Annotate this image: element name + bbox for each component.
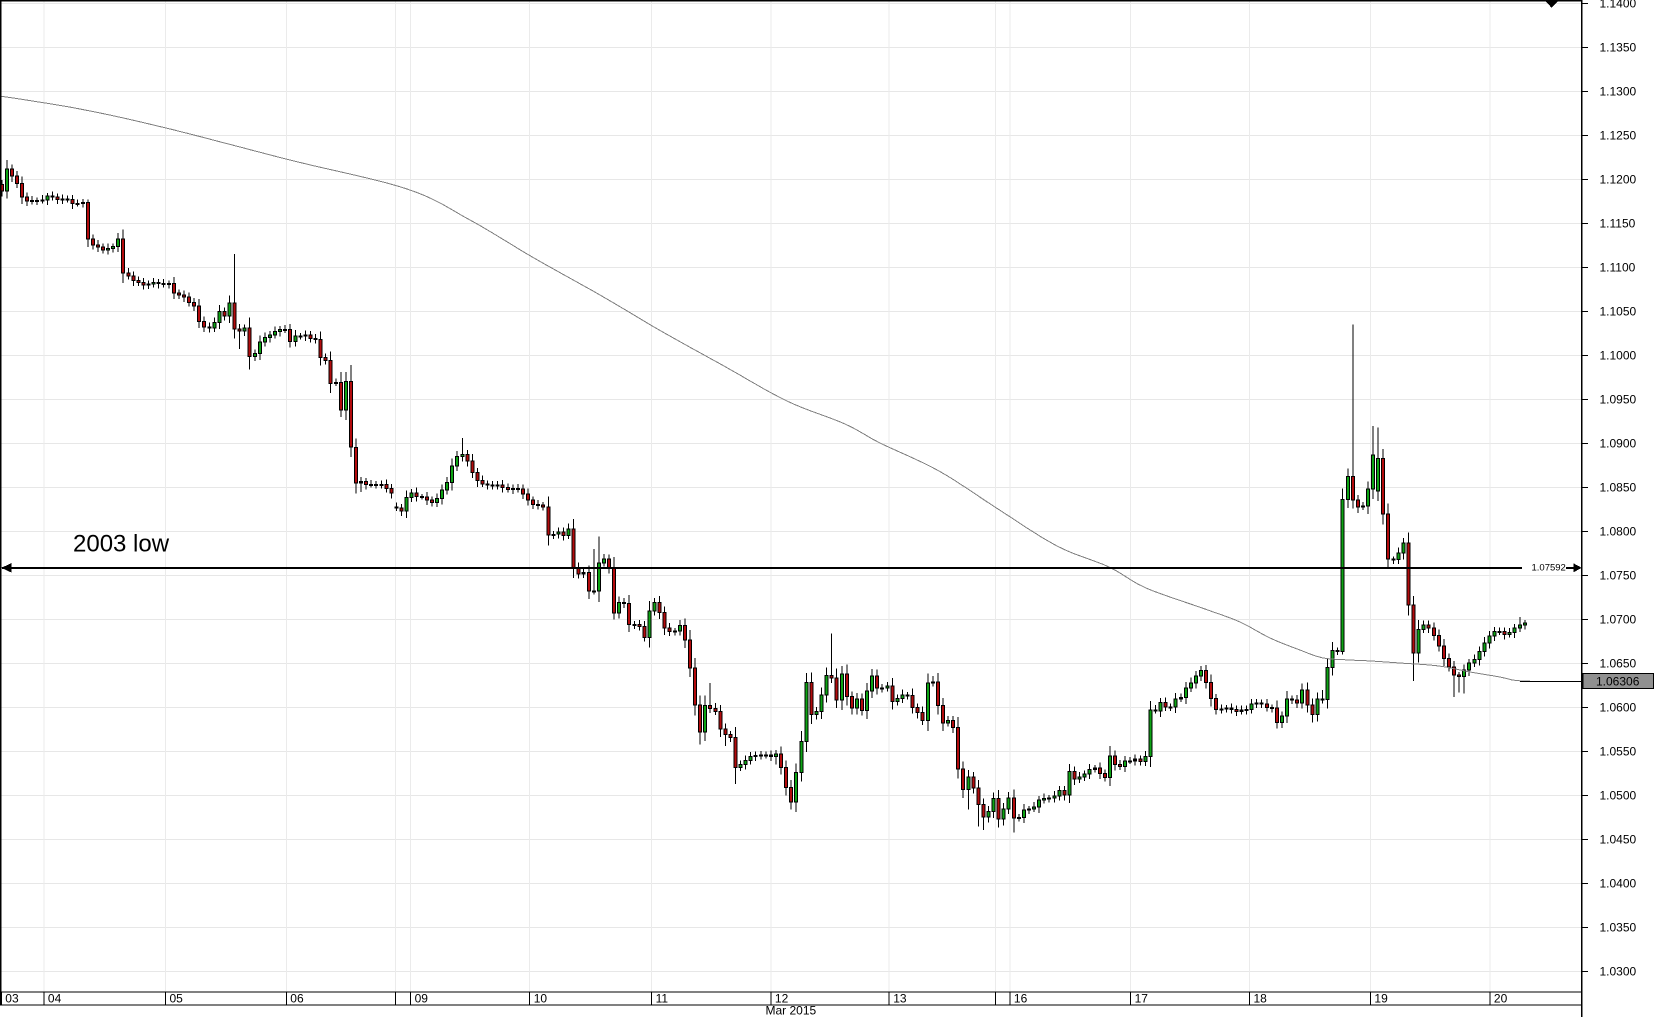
svg-text:18: 18 bbox=[1254, 992, 1268, 1006]
svg-text:20: 20 bbox=[1494, 992, 1508, 1006]
svg-text:1.0650: 1.0650 bbox=[1600, 657, 1637, 671]
svg-text:1.1400: 1.1400 bbox=[1600, 0, 1637, 11]
svg-text:1.1350: 1.1350 bbox=[1600, 41, 1637, 55]
svg-text:1.0600: 1.0600 bbox=[1600, 701, 1637, 715]
svg-text:10: 10 bbox=[534, 992, 548, 1006]
svg-text:06: 06 bbox=[290, 992, 304, 1006]
svg-text:1.0850: 1.0850 bbox=[1600, 481, 1637, 495]
svg-text:1.0400: 1.0400 bbox=[1600, 877, 1637, 891]
svg-text:1.06306: 1.06306 bbox=[1596, 675, 1640, 689]
svg-text:1.07592: 1.07592 bbox=[1532, 563, 1566, 574]
svg-text:09: 09 bbox=[415, 992, 429, 1006]
svg-text:Mar 2015: Mar 2015 bbox=[766, 1004, 817, 1017]
svg-text:13: 13 bbox=[893, 992, 907, 1006]
svg-text:1.1000: 1.1000 bbox=[1600, 349, 1637, 363]
svg-text:1.1300: 1.1300 bbox=[1600, 85, 1637, 99]
svg-text:1.0500: 1.0500 bbox=[1600, 789, 1637, 803]
svg-text:17: 17 bbox=[1135, 992, 1149, 1006]
svg-text:1.0750: 1.0750 bbox=[1600, 569, 1637, 583]
svg-text:1.1050: 1.1050 bbox=[1600, 305, 1637, 319]
svg-text:1.0300: 1.0300 bbox=[1600, 965, 1637, 979]
svg-text:1.0550: 1.0550 bbox=[1600, 745, 1637, 759]
svg-text:1.1200: 1.1200 bbox=[1600, 173, 1637, 187]
svg-text:05: 05 bbox=[170, 992, 184, 1006]
svg-text:1.0700: 1.0700 bbox=[1600, 613, 1637, 627]
svg-text:11: 11 bbox=[656, 992, 669, 1006]
svg-text:04: 04 bbox=[48, 992, 62, 1006]
svg-text:1.0350: 1.0350 bbox=[1600, 921, 1637, 935]
svg-text:1.0900: 1.0900 bbox=[1600, 437, 1637, 451]
svg-text:1.0950: 1.0950 bbox=[1600, 393, 1637, 407]
svg-text:19: 19 bbox=[1374, 992, 1388, 1006]
svg-text:1.1250: 1.1250 bbox=[1600, 129, 1637, 143]
svg-text:1.1100: 1.1100 bbox=[1600, 261, 1636, 275]
svg-text:1.0450: 1.0450 bbox=[1600, 833, 1637, 847]
svg-text:03: 03 bbox=[5, 992, 19, 1006]
svg-text:2003 low: 2003 low bbox=[73, 531, 170, 558]
svg-text:16: 16 bbox=[1014, 992, 1028, 1006]
svg-text:1.1150: 1.1150 bbox=[1600, 217, 1636, 231]
svg-text:12: 12 bbox=[775, 992, 789, 1006]
svg-text:1.0800: 1.0800 bbox=[1600, 525, 1637, 539]
